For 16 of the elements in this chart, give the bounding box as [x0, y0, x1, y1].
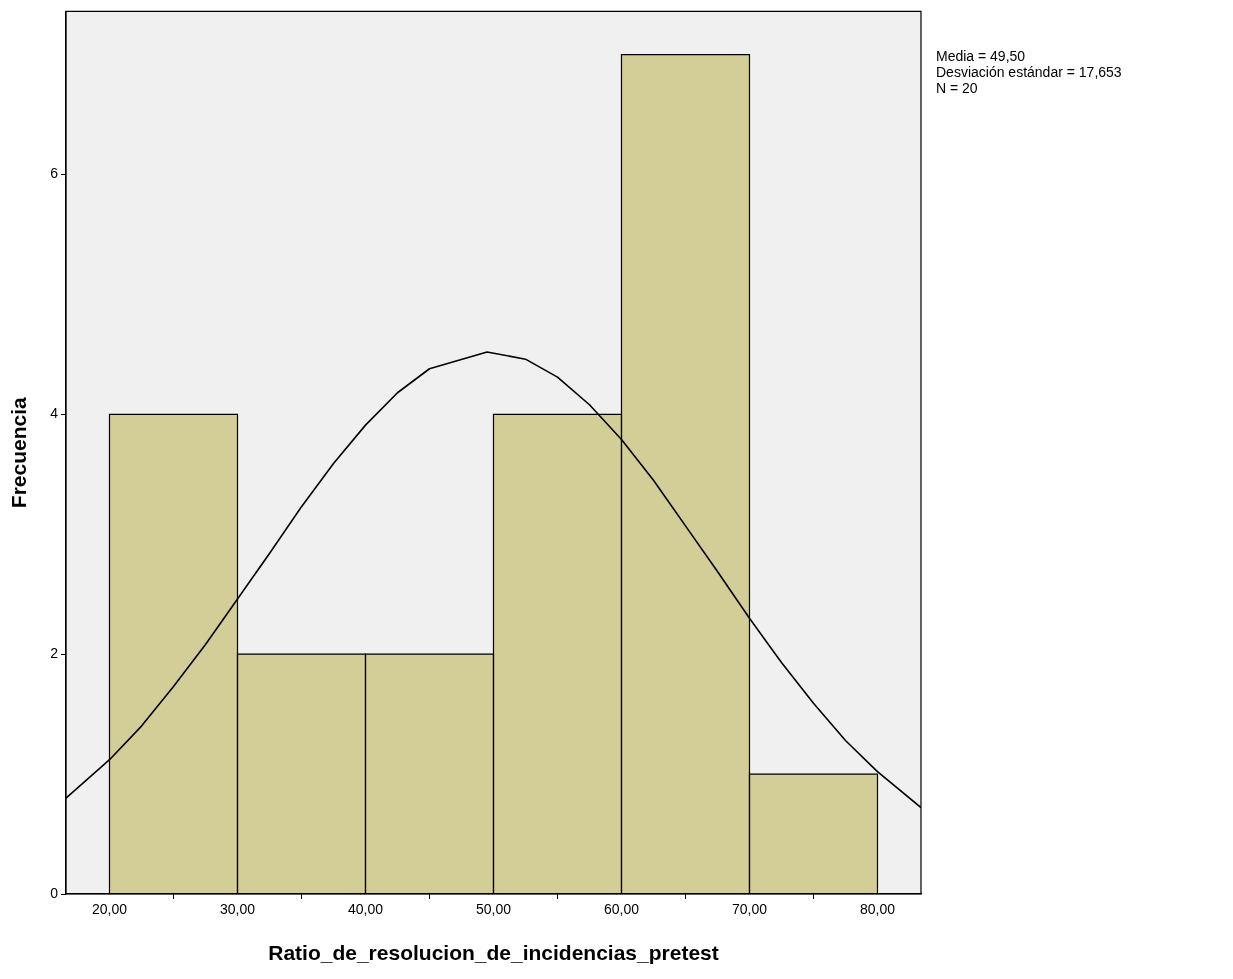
x-tick-label: 70,00	[731, 901, 768, 918]
x-tick-label: 60,00	[603, 901, 640, 918]
x-tick-label: 50,00	[475, 901, 512, 918]
x-tick-label: 20,00	[91, 901, 128, 918]
y-axis-title: Frecuencia	[7, 396, 31, 509]
y-tick-label: 6	[50, 165, 59, 182]
text: N = 20	[936, 79, 978, 96]
y-tick-label: 0	[50, 884, 59, 901]
x-tick-label: 40,00	[347, 901, 384, 918]
text: Media = 49,50	[936, 47, 1026, 64]
x-axis-title: Ratio_de_resolucion_de_incidencias_pretest	[268, 941, 719, 965]
x-tick-label: 80,00	[859, 901, 896, 918]
x-tick-label: 30,00	[219, 901, 256, 918]
text: Desviación estándar = 17,653	[936, 63, 1122, 80]
y-tick-label: 2	[50, 645, 59, 662]
y-tick-label: 4	[50, 405, 59, 422]
